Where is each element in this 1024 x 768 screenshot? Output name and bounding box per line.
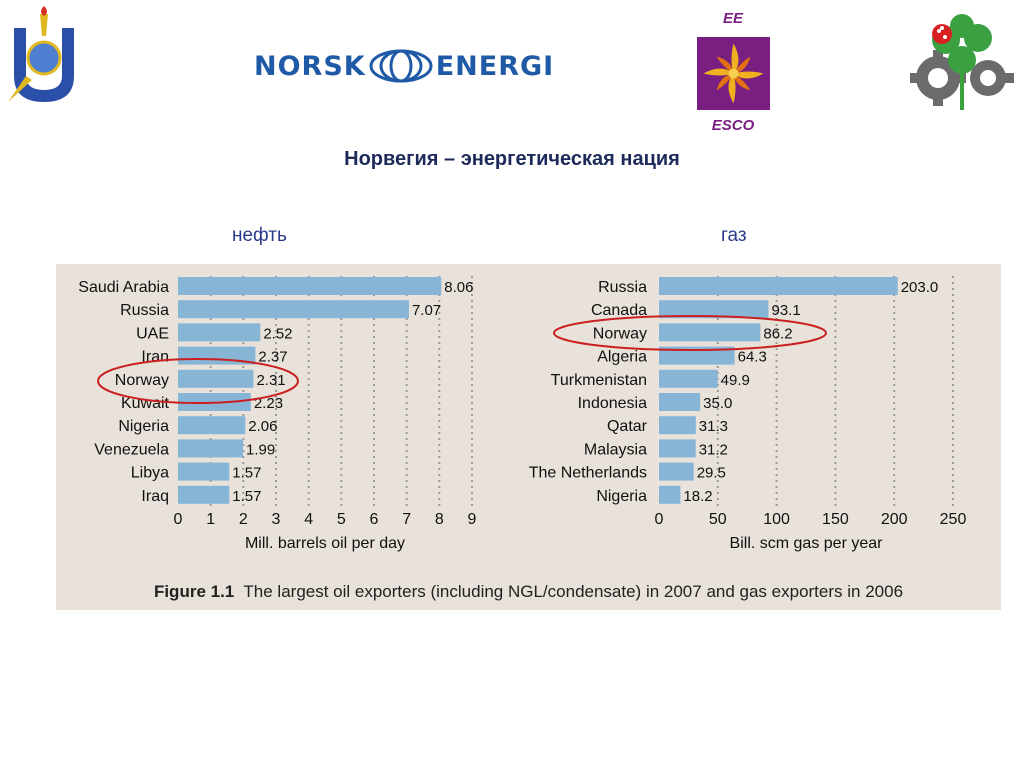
gas-bar (659, 369, 718, 388)
oil-value-label: 2.37 (258, 349, 287, 366)
oil-category-label: UAE (136, 325, 169, 342)
gas-value-label: 29.5 (697, 465, 726, 482)
gas-value-label: 31.3 (699, 418, 728, 435)
gas-bar (659, 485, 681, 504)
gas-label: газ (721, 225, 747, 246)
oil-value-label: 7.07 (412, 302, 441, 319)
gas-category-label: Algeria (597, 349, 647, 366)
oil-bar (178, 277, 442, 295)
oil-bar (178, 300, 409, 319)
gas-bar (659, 439, 696, 458)
oil-tick-label: 7 (402, 511, 411, 528)
gas-tick-label: 0 (655, 511, 664, 528)
gas-category-label: Malaysia (584, 441, 647, 458)
gear-clover-logo (910, 14, 1014, 110)
gas-tick-label: 150 (822, 511, 849, 528)
energi-text: ENERGI (435, 50, 555, 82)
gas-category-label: The Netherlands (529, 465, 647, 482)
oil-category-label: Venezuela (94, 441, 169, 458)
oil-category-label: Nigeria (118, 418, 169, 435)
gas-category-label: Indonesia (578, 395, 647, 412)
norsk-energi-logo: NORSK ENERGI (254, 46, 554, 86)
gas-value-label: 49.9 (721, 372, 750, 389)
oil-tick-label: 4 (304, 511, 313, 528)
figure-panel: 0 1 2 3 4 5 6 7 8 9 Mill. barrels oil per day Saudi… (56, 264, 1001, 610)
esco-logo (697, 37, 770, 110)
oil-label: нефть (232, 225, 287, 246)
gas-highlight-oval (553, 315, 827, 351)
caption-label: Figure 1.1 (153, 582, 235, 601)
gas-tick-label: 200 (881, 511, 908, 528)
gas-bar (659, 416, 696, 435)
gas-bar (659, 277, 898, 295)
oil-bar (178, 323, 261, 342)
ladybug-icon (932, 24, 952, 44)
oil-category-label: Saudi Arabia (78, 279, 169, 296)
gas-value-label: 86.2 (763, 325, 792, 342)
gear-icon (910, 50, 1014, 106)
gas-bar (659, 300, 769, 319)
oil-tick-label: 3 (272, 511, 281, 528)
gas-category-label: Turkmenistan (551, 372, 647, 389)
gas-category-label: Russia (598, 279, 647, 296)
oil-category-label: Norway (115, 372, 169, 389)
oil-category-label: Libya (131, 465, 169, 482)
gas-bar (659, 462, 694, 481)
oil-bar (178, 485, 230, 504)
figure-caption: Figure 1.1 The largest oil exporters (in… (56, 582, 1001, 602)
gas-tick-label: 100 (763, 511, 790, 528)
oil-bar (178, 439, 244, 458)
gas-category-label: Nigeria (596, 488, 647, 505)
gas-bar (659, 323, 761, 342)
esco-bottom-text: ESCO (711, 117, 755, 134)
gas-category-label: Canada (591, 302, 647, 319)
oil-tick-label: 9 (468, 511, 477, 528)
oil-value-label: 2.23 (254, 395, 283, 412)
oil-tick-label: 6 (370, 511, 379, 528)
norsk-text: NORSK (254, 50, 366, 82)
oil-tick-label: 1 (206, 511, 215, 528)
esco-top-text: EE (722, 10, 743, 27)
gas-value-label: 203.0 (901, 279, 939, 296)
gas-bar (659, 346, 735, 365)
university-logo (8, 6, 74, 102)
sun-icon (703, 43, 764, 104)
gas-value-label: 64.3 (738, 349, 767, 366)
oil-tick-label: 2 (239, 511, 248, 528)
gas-value-label: 35.0 (703, 395, 732, 412)
rings-icon (369, 49, 433, 83)
oil-category-label: Russia (120, 302, 169, 319)
oil-value-label: 2.06 (248, 418, 277, 435)
oil-tick-label: 0 (174, 511, 183, 528)
oil-category-label: Iraq (141, 488, 169, 505)
oil-value-label: 8.06 (444, 279, 473, 296)
gas-axis-title: Bill. scm gas per year (730, 535, 884, 552)
gas-bar (659, 393, 701, 411)
gas-tick-label: 250 (940, 511, 967, 528)
gas-category-label: Qatar (607, 418, 648, 435)
gas-value-label: 31.2 (699, 441, 728, 458)
gas-category-label: Norway (593, 325, 647, 342)
oil-value-label: 1.57 (232, 465, 261, 482)
gas-value-label: 18.2 (683, 488, 712, 505)
oil-tick-label: 5 (337, 511, 346, 528)
oil-value-label: 2.52 (263, 325, 292, 342)
oil-highlight-oval (97, 358, 299, 404)
charts-svg: 0 1 2 3 4 5 6 7 8 9 Mill. barrels oil per day Saudi… (78, 276, 967, 552)
page-title: Норвегия – энергетическая нация (344, 148, 680, 170)
oil-value-label: 1.57 (232, 488, 261, 505)
oil-bar (178, 369, 254, 388)
oil-bar (178, 416, 246, 435)
oil-value-label: 1.99 (246, 441, 275, 458)
oil-category-label: Kuwait (121, 395, 170, 412)
oil-value-label: 2.31 (256, 372, 285, 389)
caption-text: The largest oil exporters (including NGL… (243, 582, 904, 601)
gas-tick-label: 50 (709, 511, 727, 528)
gas-value-label: 93.1 (771, 302, 800, 319)
oil-axis-title: Mill. barrels oil per day (245, 535, 405, 552)
oil-bar (178, 462, 230, 481)
oil-tick-label: 8 (435, 511, 444, 528)
